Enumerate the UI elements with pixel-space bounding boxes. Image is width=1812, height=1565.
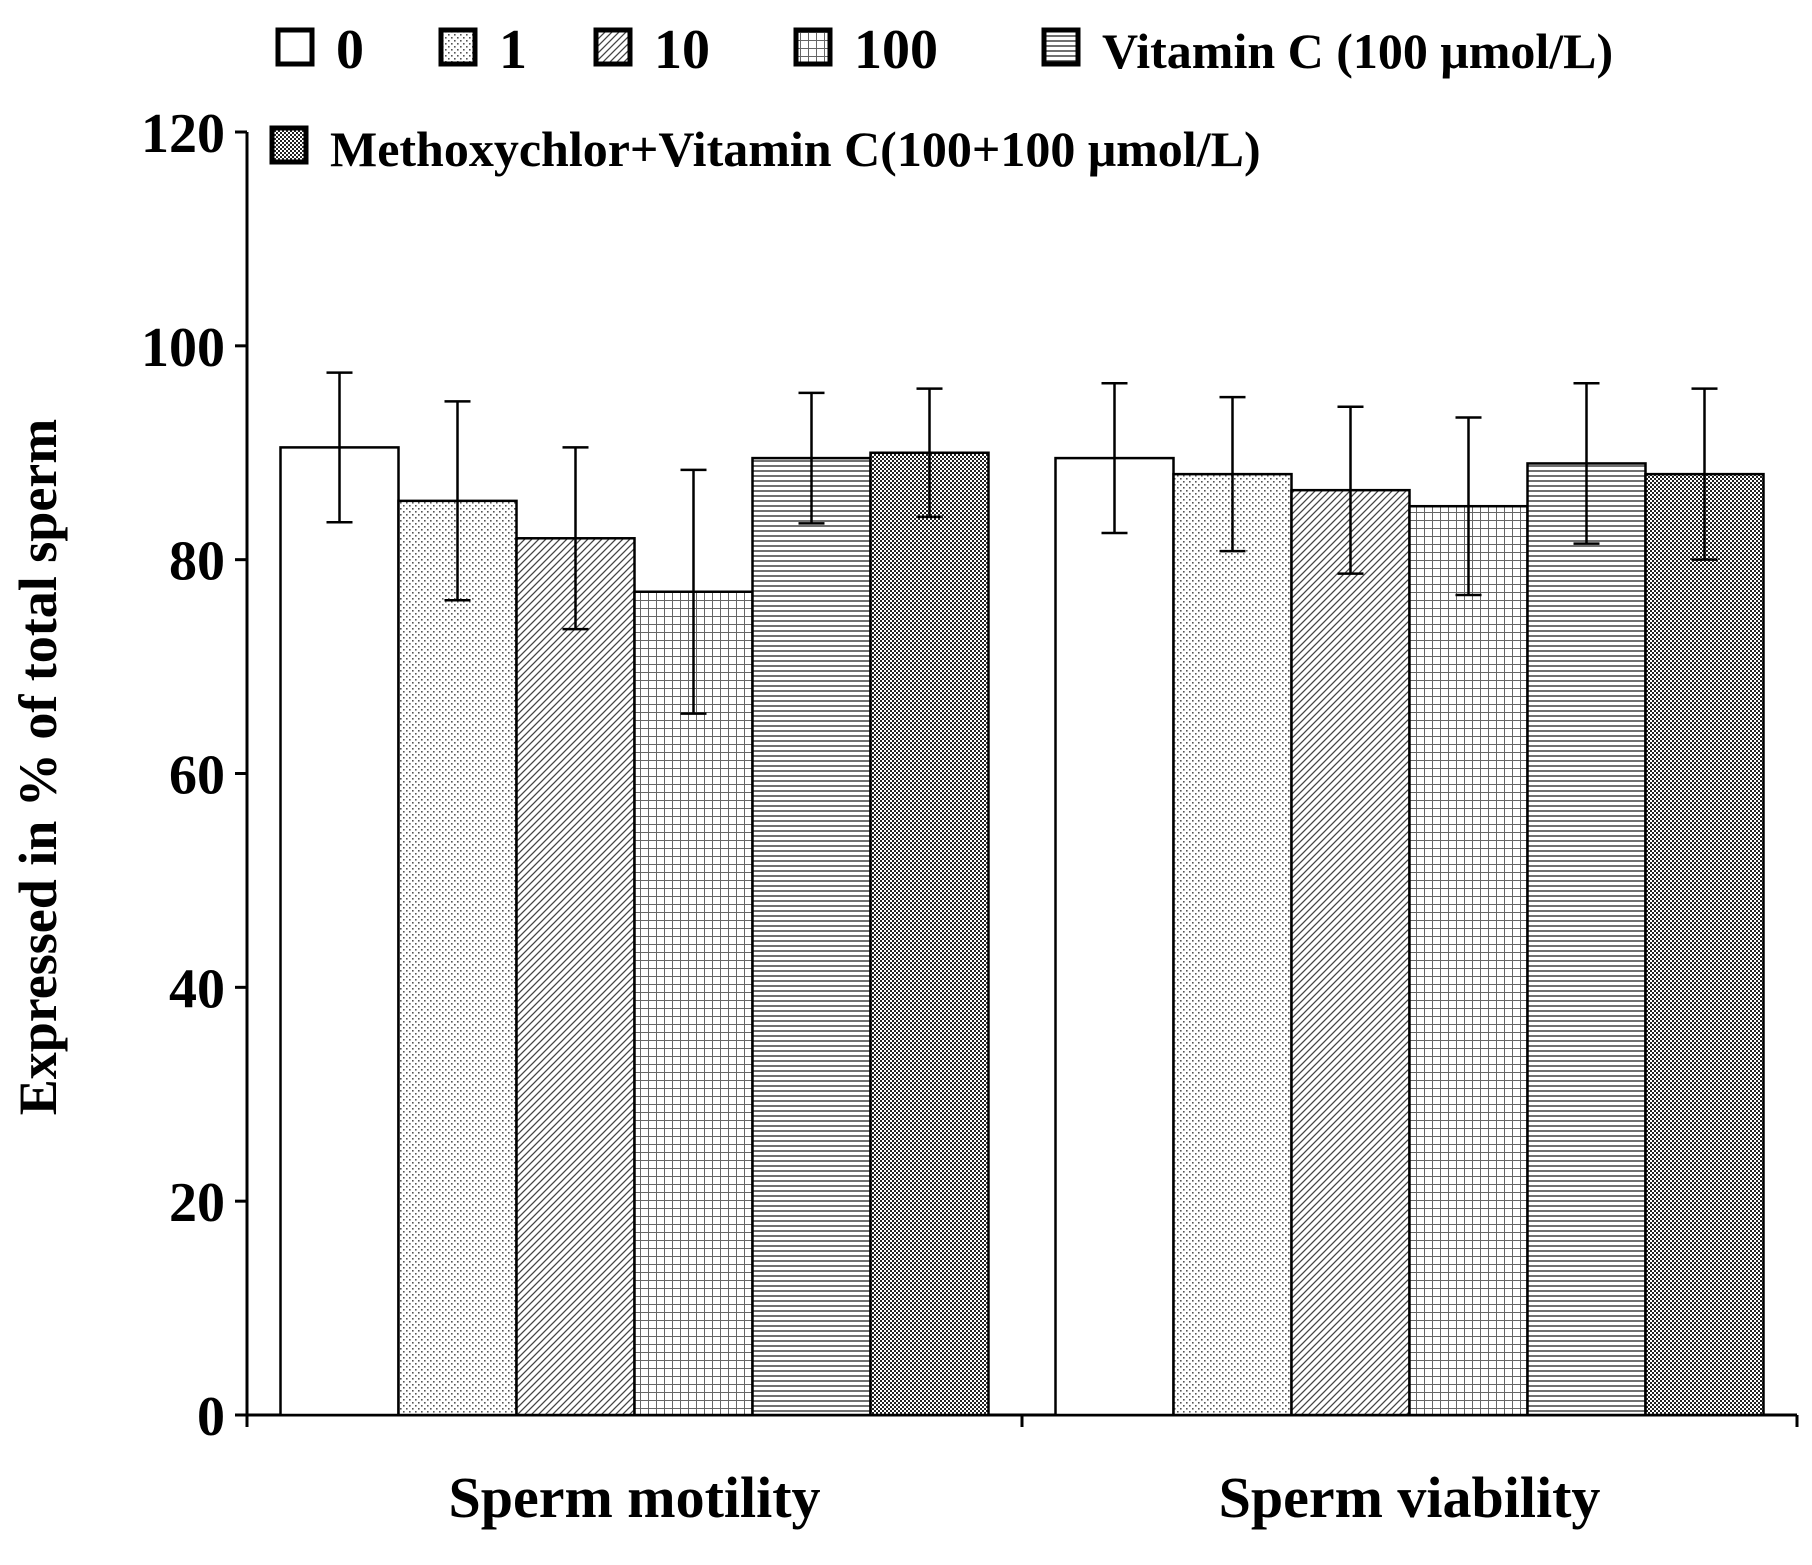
legend: 0 1 10 100 Vitamin C (100 μmol/L) Methoxychlo… [269, 19, 1613, 177]
x-tick-label: Sperm viability [1219, 1465, 1601, 1530]
y-tick-label: 100 [141, 317, 225, 379]
bar [1290, 488, 1411, 1417]
legend-swatch [275, 27, 315, 67]
legend-label: Methoxychlor+Vitamin C(100+100 μmol/L) [330, 121, 1261, 177]
legend-swatch [793, 27, 833, 67]
y-tick-label: 40 [169, 958, 225, 1020]
legend-swatch [593, 27, 633, 67]
bar [1408, 504, 1529, 1417]
bar [1526, 462, 1647, 1417]
bar [1172, 472, 1293, 1417]
axes: 0 20 40 60 80 100 120 Sperm motility Sperm viabi… [141, 103, 1799, 1530]
bar [1054, 456, 1175, 1417]
bars [279, 371, 1765, 1417]
bar [515, 537, 636, 1417]
legend-label: Vitamin C (100 μmol/L) [1102, 23, 1613, 79]
y-tick-label: 20 [169, 1172, 225, 1234]
legend-swatch [1041, 27, 1081, 67]
legend-label: 1 [499, 19, 527, 81]
legend-swatch [269, 125, 309, 165]
bar [869, 451, 990, 1417]
bar [279, 446, 400, 1417]
y-axis-label: Expressed in % of total sperm [8, 419, 68, 1116]
bar [633, 590, 754, 1417]
x-tick-label: Sperm motility [448, 1465, 820, 1530]
legend-label: 100 [854, 19, 938, 81]
y-tick-label: 120 [141, 103, 225, 165]
bar [1644, 472, 1765, 1417]
y-tick-label: 0 [197, 1386, 225, 1448]
legend-label: 10 [654, 19, 710, 81]
legend-label: 0 [336, 19, 364, 81]
y-tick-label: 80 [169, 531, 225, 593]
bar [751, 456, 872, 1417]
legend-swatch [438, 27, 478, 67]
bar [397, 499, 518, 1417]
y-tick-label: 60 [169, 745, 225, 807]
